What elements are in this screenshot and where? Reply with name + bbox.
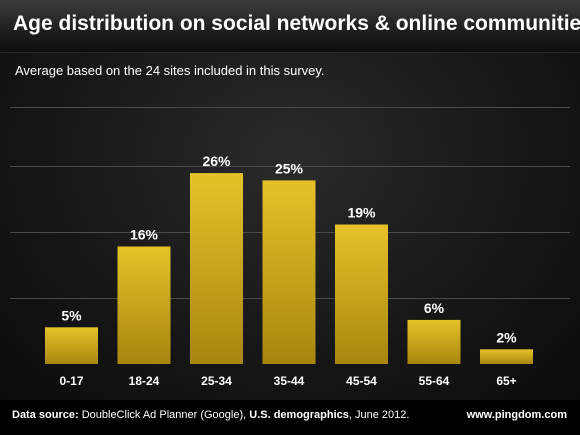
bar-0-17 — [45, 327, 98, 364]
data-source: Data source: DoubleClick Ad Planner (Goo… — [12, 409, 409, 421]
bars — [45, 173, 533, 364]
bar-25-34 — [190, 173, 243, 364]
x-tick-label-55-64: 55-64 — [419, 374, 450, 388]
source-date: , June 2012. — [348, 409, 410, 421]
bar-18-24 — [117, 246, 171, 364]
footer — [0, 400, 580, 435]
value-label-0-17: 5% — [61, 307, 82, 323]
source-provider: DoubleClick Ad Planner (Google), — [81, 409, 247, 421]
value-label-65+: 2% — [496, 329, 517, 345]
x-tick-label-45-54: 45-54 — [346, 374, 377, 388]
bar-65+ — [480, 349, 533, 364]
value-label-45-54: 19% — [347, 205, 376, 221]
bar-35-44 — [262, 180, 316, 364]
value-label-18-24: 16% — [130, 227, 159, 243]
value-label-55-64: 6% — [424, 300, 445, 316]
site-url: www.pingdom.com — [466, 409, 567, 421]
x-tick-label-25-34: 25-34 — [201, 374, 232, 388]
source-label: Data source: — [12, 409, 79, 421]
x-tick-label-18-24: 18-24 — [129, 374, 160, 388]
bar-45-54 — [335, 224, 388, 364]
value-label-25-34: 26% — [202, 153, 231, 169]
value-labels: 5% 16% 26% 25% 19% 6% 2% — [61, 153, 517, 345]
x-tick-label-65+: 65+ — [496, 374, 516, 388]
chart-subtitle: Average based on the 24 sites included i… — [15, 63, 325, 78]
source-scope: U.S. demographics — [249, 409, 349, 421]
bar-55-64 — [407, 319, 461, 364]
title-bar: Age distribution on social networks & on… — [0, 0, 580, 53]
x-tick-label-35-44: 35-44 — [274, 374, 305, 388]
bar-chart: 5% 16% 26% 25% 19% 6% 2% 0-17 18-24 25-34 35-44 45… — [10, 107, 570, 388]
x-tick-labels: 0-17 18-24 25-34 35-44 45-54 55-64 65+ — [59, 374, 516, 388]
x-tick-label-0-17: 0-17 — [59, 374, 83, 388]
value-label-35-44: 25% — [275, 160, 304, 176]
chart-title: Age distribution on social networks & on… — [13, 12, 580, 35]
